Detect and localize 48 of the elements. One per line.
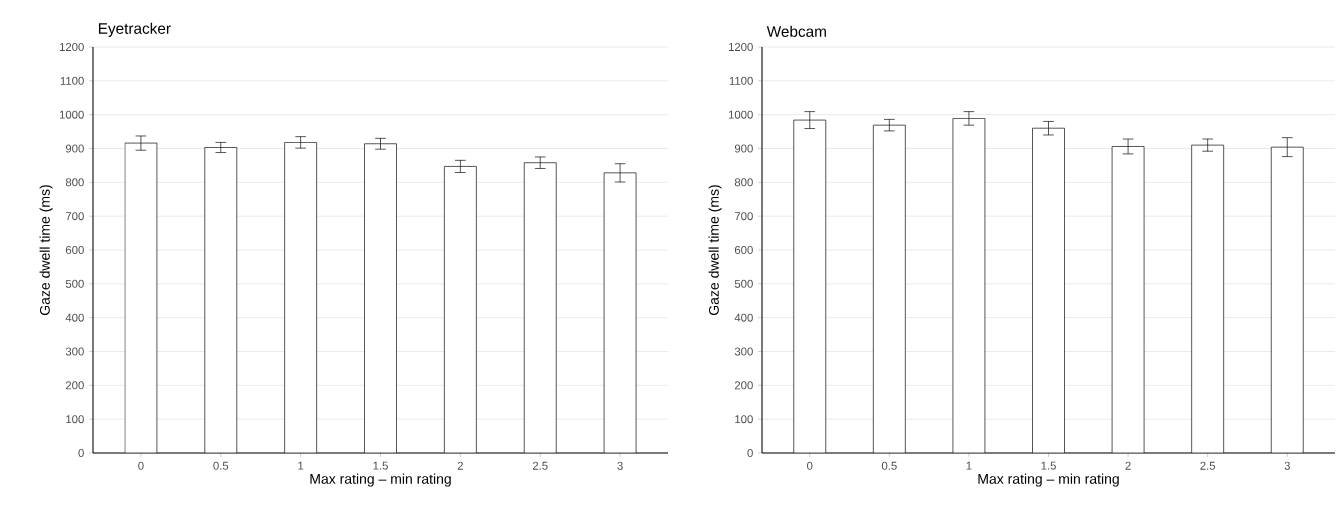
x-tick-label: 0.5 [213, 461, 229, 470]
x-tick-label: 2 [1125, 461, 1131, 470]
chart-title: Webcam [766, 25, 826, 37]
x-tick-label: 2.5 [1200, 461, 1216, 470]
y-tick-label: 900 [734, 144, 753, 153]
y-tick-label: 300 [65, 347, 84, 356]
y-tick-label: 200 [65, 381, 84, 390]
y-tick-label: 700 [65, 212, 84, 221]
y-tick-label: 1100 [60, 76, 84, 85]
x-axis-title: Max rating – min rating [978, 473, 1119, 487]
x-tick-label: 1.5 [373, 461, 388, 470]
x-tick-label: 0 [138, 461, 144, 470]
y-tick-label: 0 [78, 449, 84, 458]
y-tick-label: 100 [66, 415, 84, 424]
y-axis-title: Gaze dwell time (ms) [39, 185, 53, 316]
y-axis-title: Gaze dwell time (ms) [708, 185, 722, 316]
y-tick-label: 400 [65, 313, 84, 322]
x-axis-title: Max rating – min rating [310, 473, 451, 487]
bar [1270, 146, 1304, 453]
y-tick-label: 600 [734, 246, 753, 255]
y-tick-label: 900 [65, 144, 84, 153]
bar [1111, 146, 1145, 453]
x-tick-label: 2.5 [532, 461, 548, 470]
x-tick-label: 0 [807, 461, 813, 470]
y-tick-label: 0 [747, 449, 753, 458]
y-tick-label: 400 [734, 313, 753, 322]
y-tick-label: 1200 [59, 42, 84, 51]
x-tick-label: 3 [1284, 461, 1290, 470]
x-tick-label: 1 [966, 461, 972, 470]
y-tick-label: 1200 [728, 42, 753, 51]
y-tick-label: 300 [734, 347, 753, 356]
chart-title: Eyetracker [98, 22, 171, 37]
x-tick-label: 1 [298, 461, 304, 470]
y-tick-label: 200 [734, 381, 753, 390]
x-tick-label: 2 [457, 461, 463, 470]
y-tick-label: 1000 [59, 110, 84, 119]
y-tick-label: 100 [735, 415, 753, 424]
y-tick-label: 500 [65, 279, 84, 288]
y-tick-label: 600 [65, 246, 84, 255]
y-tick-label: 500 [734, 279, 753, 288]
y-tick-label: 800 [734, 178, 753, 187]
x-tick-label: 1.5 [1041, 461, 1056, 470]
y-tick-label: 700 [734, 212, 753, 221]
y-tick-label: 1000 [728, 110, 753, 119]
x-tick-label: 3 [617, 461, 623, 470]
x-tick-label: 0.5 [881, 461, 897, 470]
y-tick-label: 1100 [729, 76, 753, 85]
y-tick-label: 800 [65, 178, 84, 187]
